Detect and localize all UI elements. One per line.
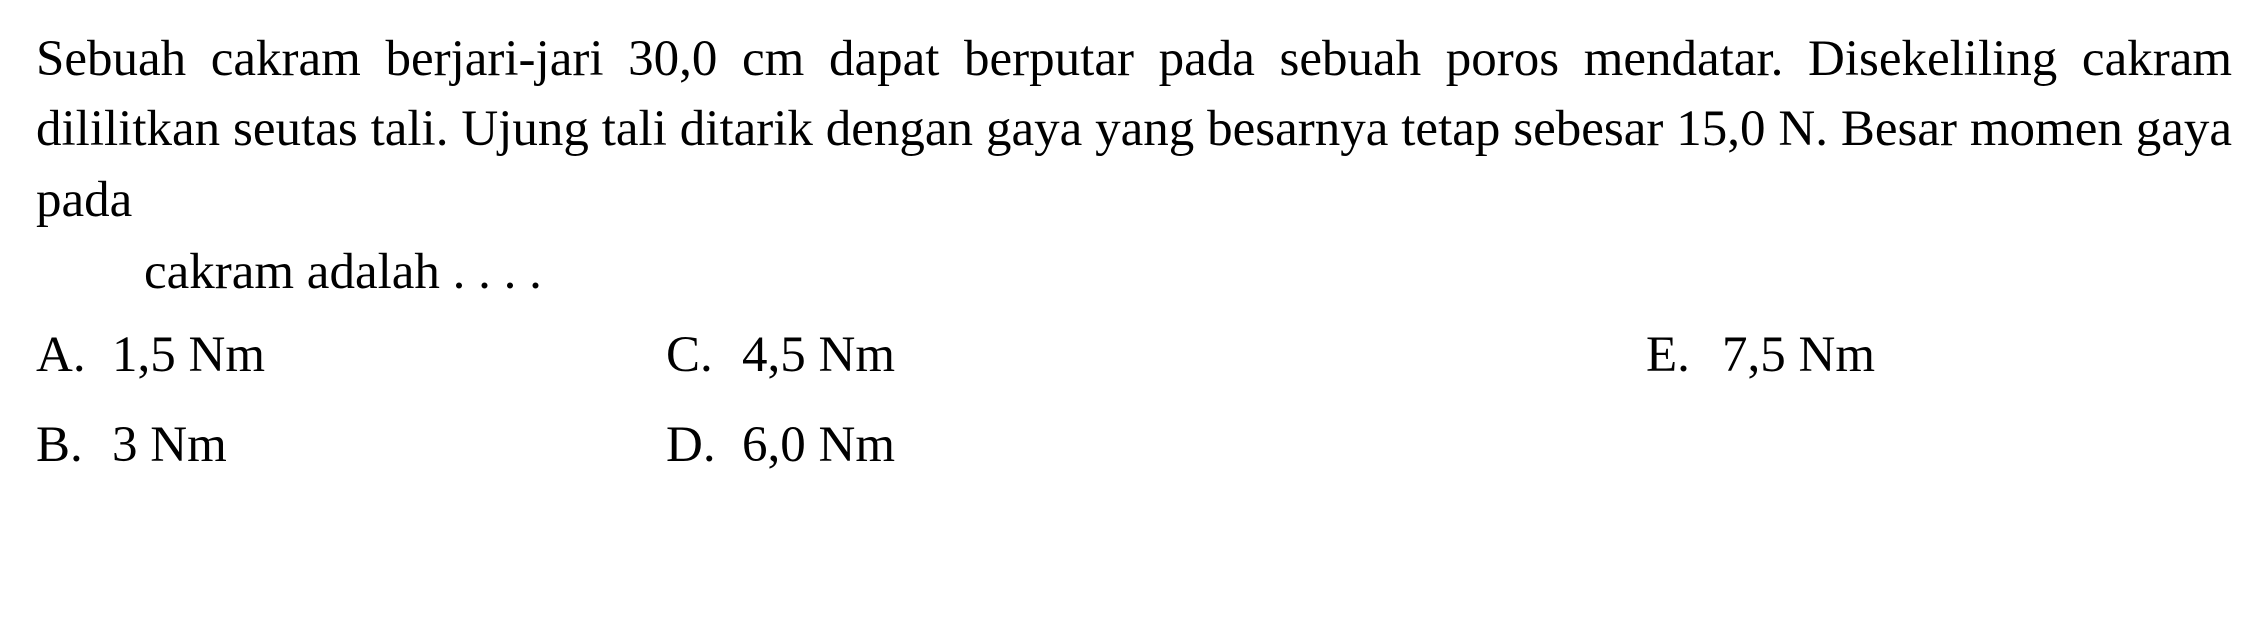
- physics-question: Sebuah cakram berjari-jari 30,0 cm dapat…: [36, 24, 2232, 500]
- question-tail-text: cakram adalah . . . .: [36, 237, 2232, 307]
- option-letter: B.: [36, 410, 112, 480]
- option-letter: A.: [36, 320, 112, 390]
- option-c: C. 4,5 Nm: [666, 320, 1646, 390]
- options-column-1: A. 1,5 Nm B. 3 Nm: [36, 320, 666, 501]
- options-column-2: C. 4,5 Nm D. 6,0 Nm: [666, 320, 1646, 501]
- option-value: 4,5 Nm: [742, 320, 1646, 390]
- question-main-text: Sebuah cakram berjari-jari 30,0 cm dapat…: [36, 24, 2232, 235]
- option-letter: C.: [666, 320, 742, 390]
- option-value: 1,5 Nm: [112, 320, 666, 390]
- answer-options: A. 1,5 Nm B. 3 Nm C. 4,5 Nm D. 6,0 Nm E.…: [36, 320, 2232, 501]
- option-letter: E.: [1646, 320, 1722, 390]
- option-d: D. 6,0 Nm: [666, 410, 1646, 480]
- options-column-3: E. 7,5 Nm: [1646, 320, 2146, 501]
- option-b: B. 3 Nm: [36, 410, 666, 480]
- option-a: A. 1,5 Nm: [36, 320, 666, 390]
- option-value: 3 Nm: [112, 410, 666, 480]
- option-e: E. 7,5 Nm: [1646, 320, 2146, 390]
- option-value: 7,5 Nm: [1722, 320, 2146, 390]
- option-letter: D.: [666, 410, 742, 480]
- option-value: 6,0 Nm: [742, 410, 1646, 480]
